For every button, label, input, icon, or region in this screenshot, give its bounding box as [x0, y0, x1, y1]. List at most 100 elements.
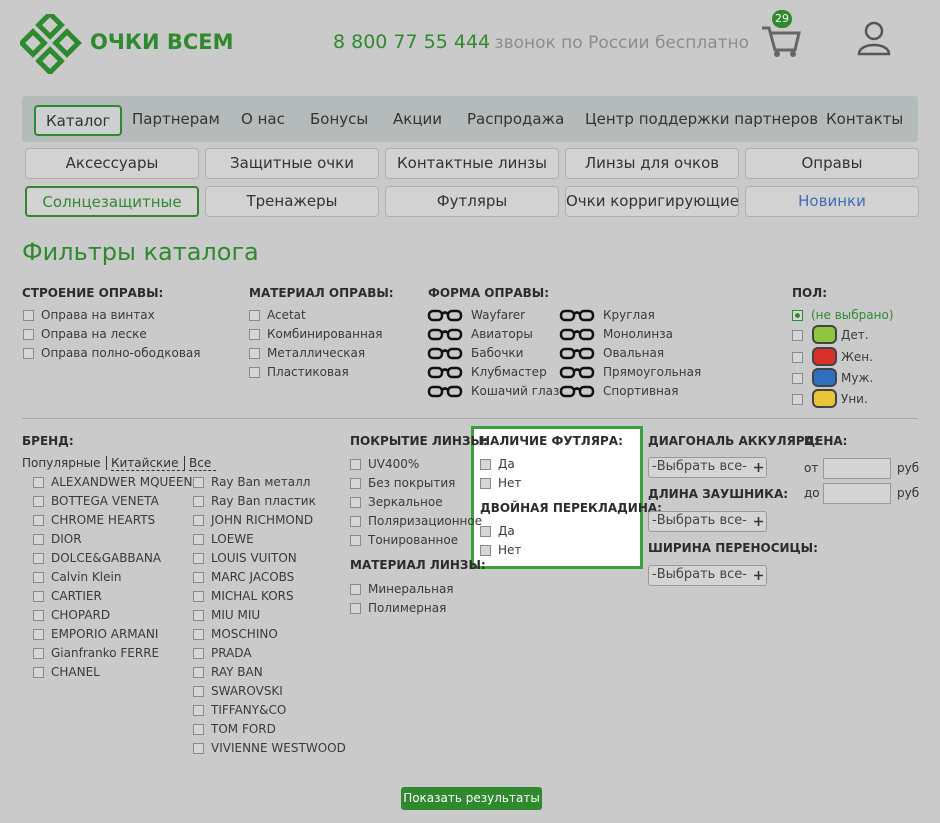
nav-item[interactable]: О нас [241, 110, 285, 128]
checkbox[interactable] [193, 496, 204, 507]
option-label[interactable]: MIU MIU [211, 608, 261, 622]
price-input[interactable] [823, 458, 891, 479]
checkbox[interactable] [792, 310, 803, 321]
option-label[interactable]: Тонированное [368, 533, 459, 547]
checkbox[interactable] [792, 352, 803, 363]
option-label[interactable]: Комбинированная [267, 327, 383, 341]
checkbox[interactable] [350, 497, 361, 508]
checkbox[interactable] [193, 686, 204, 697]
option-label[interactable]: BOTTEGA VENETA [51, 494, 159, 508]
checkbox[interactable] [33, 667, 44, 678]
checkbox[interactable] [33, 572, 44, 583]
select-plus[interactable] [754, 517, 763, 526]
select-plus[interactable] [754, 571, 763, 580]
checkbox[interactable] [33, 534, 44, 545]
select[interactable]: -Выбрать все- [648, 565, 767, 586]
select[interactable]: -Выбрать все- [648, 457, 767, 478]
option-label[interactable]: SWAROVSKI [211, 684, 283, 698]
option-label[interactable]: Кошачий глаз [471, 384, 560, 398]
category-button[interactable]: Защитные очки [205, 148, 379, 179]
option-label[interactable]: Да [498, 524, 515, 538]
checkbox[interactable] [193, 629, 204, 640]
option-label[interactable]: LOEWE [211, 532, 254, 546]
price-input[interactable] [823, 483, 891, 504]
checkbox[interactable] [33, 496, 44, 507]
checkbox[interactable] [193, 648, 204, 659]
checkbox[interactable] [193, 705, 204, 716]
nav-item[interactable]: Распродажа [467, 110, 565, 128]
phone[interactable]: 8 800 77 55 444 [333, 31, 491, 53]
option-label[interactable]: Полимерная [368, 601, 447, 615]
category-button[interactable]: Контактные линзы [385, 148, 559, 179]
checkbox[interactable] [33, 553, 44, 564]
category-button[interactable]: Аксессуары [25, 148, 199, 179]
option-label[interactable]: Авиаторы [471, 327, 533, 341]
checkbox[interactable] [193, 553, 204, 564]
checkbox[interactable] [193, 534, 204, 545]
category-button[interactable]: Тренажеры [205, 186, 379, 217]
checkbox[interactable] [480, 459, 491, 470]
option-label[interactable]: CHOPARD [51, 608, 111, 622]
select[interactable]: -Выбрать все- [648, 511, 767, 532]
nav-item[interactable]: Партнерам [132, 110, 220, 128]
option-label[interactable]: Ray Ban металл [211, 475, 311, 489]
category-button[interactable]: Оправы [745, 148, 919, 179]
option-label[interactable]: Жен. [841, 350, 873, 364]
checkbox[interactable] [193, 667, 204, 678]
brand-tab[interactable]: Все [189, 456, 217, 471]
checkbox[interactable] [350, 603, 361, 614]
option-label[interactable]: ALEXANDWER MQUEEN [51, 475, 193, 489]
option-label[interactable]: Нет [498, 543, 522, 557]
option-label[interactable]: Wayfarer [471, 308, 526, 322]
option-label[interactable]: UV400% [368, 457, 420, 471]
nav-item[interactable]: Бонусы [310, 110, 369, 128]
checkbox[interactable] [193, 743, 204, 754]
brand-tab[interactable]: Китайские [111, 456, 185, 471]
checkbox[interactable] [792, 373, 803, 384]
option-label[interactable]: Оправа на винтах [41, 308, 155, 322]
checkbox[interactable] [193, 572, 204, 583]
checkbox[interactable] [350, 535, 361, 546]
option-label[interactable]: Клубмастер [471, 365, 547, 379]
option-label[interactable]: Бабочки [471, 346, 524, 360]
checkbox[interactable] [193, 724, 204, 735]
checkbox[interactable] [249, 367, 260, 378]
submit-button[interactable]: Показать результаты [401, 787, 542, 810]
option-label[interactable]: JOHN RICHMOND [211, 513, 314, 527]
nav-item[interactable]: Акции [393, 110, 443, 128]
checkbox[interactable] [350, 584, 361, 595]
category-button[interactable]: Футляры [385, 186, 559, 217]
option-label[interactable]: Минеральная [368, 582, 454, 596]
checkbox[interactable] [350, 459, 361, 470]
checkbox[interactable] [193, 591, 204, 602]
option-label[interactable]: Круглая [603, 308, 655, 322]
option-label[interactable]: VIVIENNE WESTWOOD [211, 741, 346, 755]
checkbox[interactable] [33, 477, 44, 488]
checkbox[interactable] [23, 348, 34, 359]
option-label[interactable]: Уни. [841, 392, 868, 406]
checkbox[interactable] [23, 310, 34, 321]
checkbox[interactable] [792, 330, 803, 341]
checkbox[interactable] [33, 515, 44, 526]
category-button[interactable]: Очки корригирующие [565, 186, 739, 217]
option-label[interactable]: CHROME HEARTS [51, 513, 156, 527]
option-label[interactable]: Gianfranko FERRE [51, 646, 160, 660]
option-label[interactable]: Муж. [841, 371, 874, 385]
option-label[interactable]: MARC JACOBS [211, 570, 295, 584]
option-label[interactable]: Дет. [841, 328, 869, 342]
option-label[interactable]: Монолинза [603, 327, 673, 341]
option-label[interactable]: Овальная [603, 346, 665, 360]
checkbox[interactable] [193, 515, 204, 526]
cart-icon[interactable] [760, 18, 802, 58]
option-label[interactable]: Поляризационное [368, 514, 483, 528]
brand-tab[interactable]: Популярные [22, 456, 107, 470]
option-label[interactable]: Оправа на леске [41, 327, 147, 341]
checkbox[interactable] [193, 477, 204, 488]
option-label[interactable]: Да [498, 457, 515, 471]
option-label[interactable]: TOM FORD [211, 722, 276, 736]
option-label[interactable]: DIOR [51, 532, 82, 546]
checkbox[interactable] [480, 478, 491, 489]
option-label[interactable]: Нет [498, 476, 522, 490]
checkbox[interactable] [350, 478, 361, 489]
option-label[interactable]: CARTIER [51, 589, 102, 603]
